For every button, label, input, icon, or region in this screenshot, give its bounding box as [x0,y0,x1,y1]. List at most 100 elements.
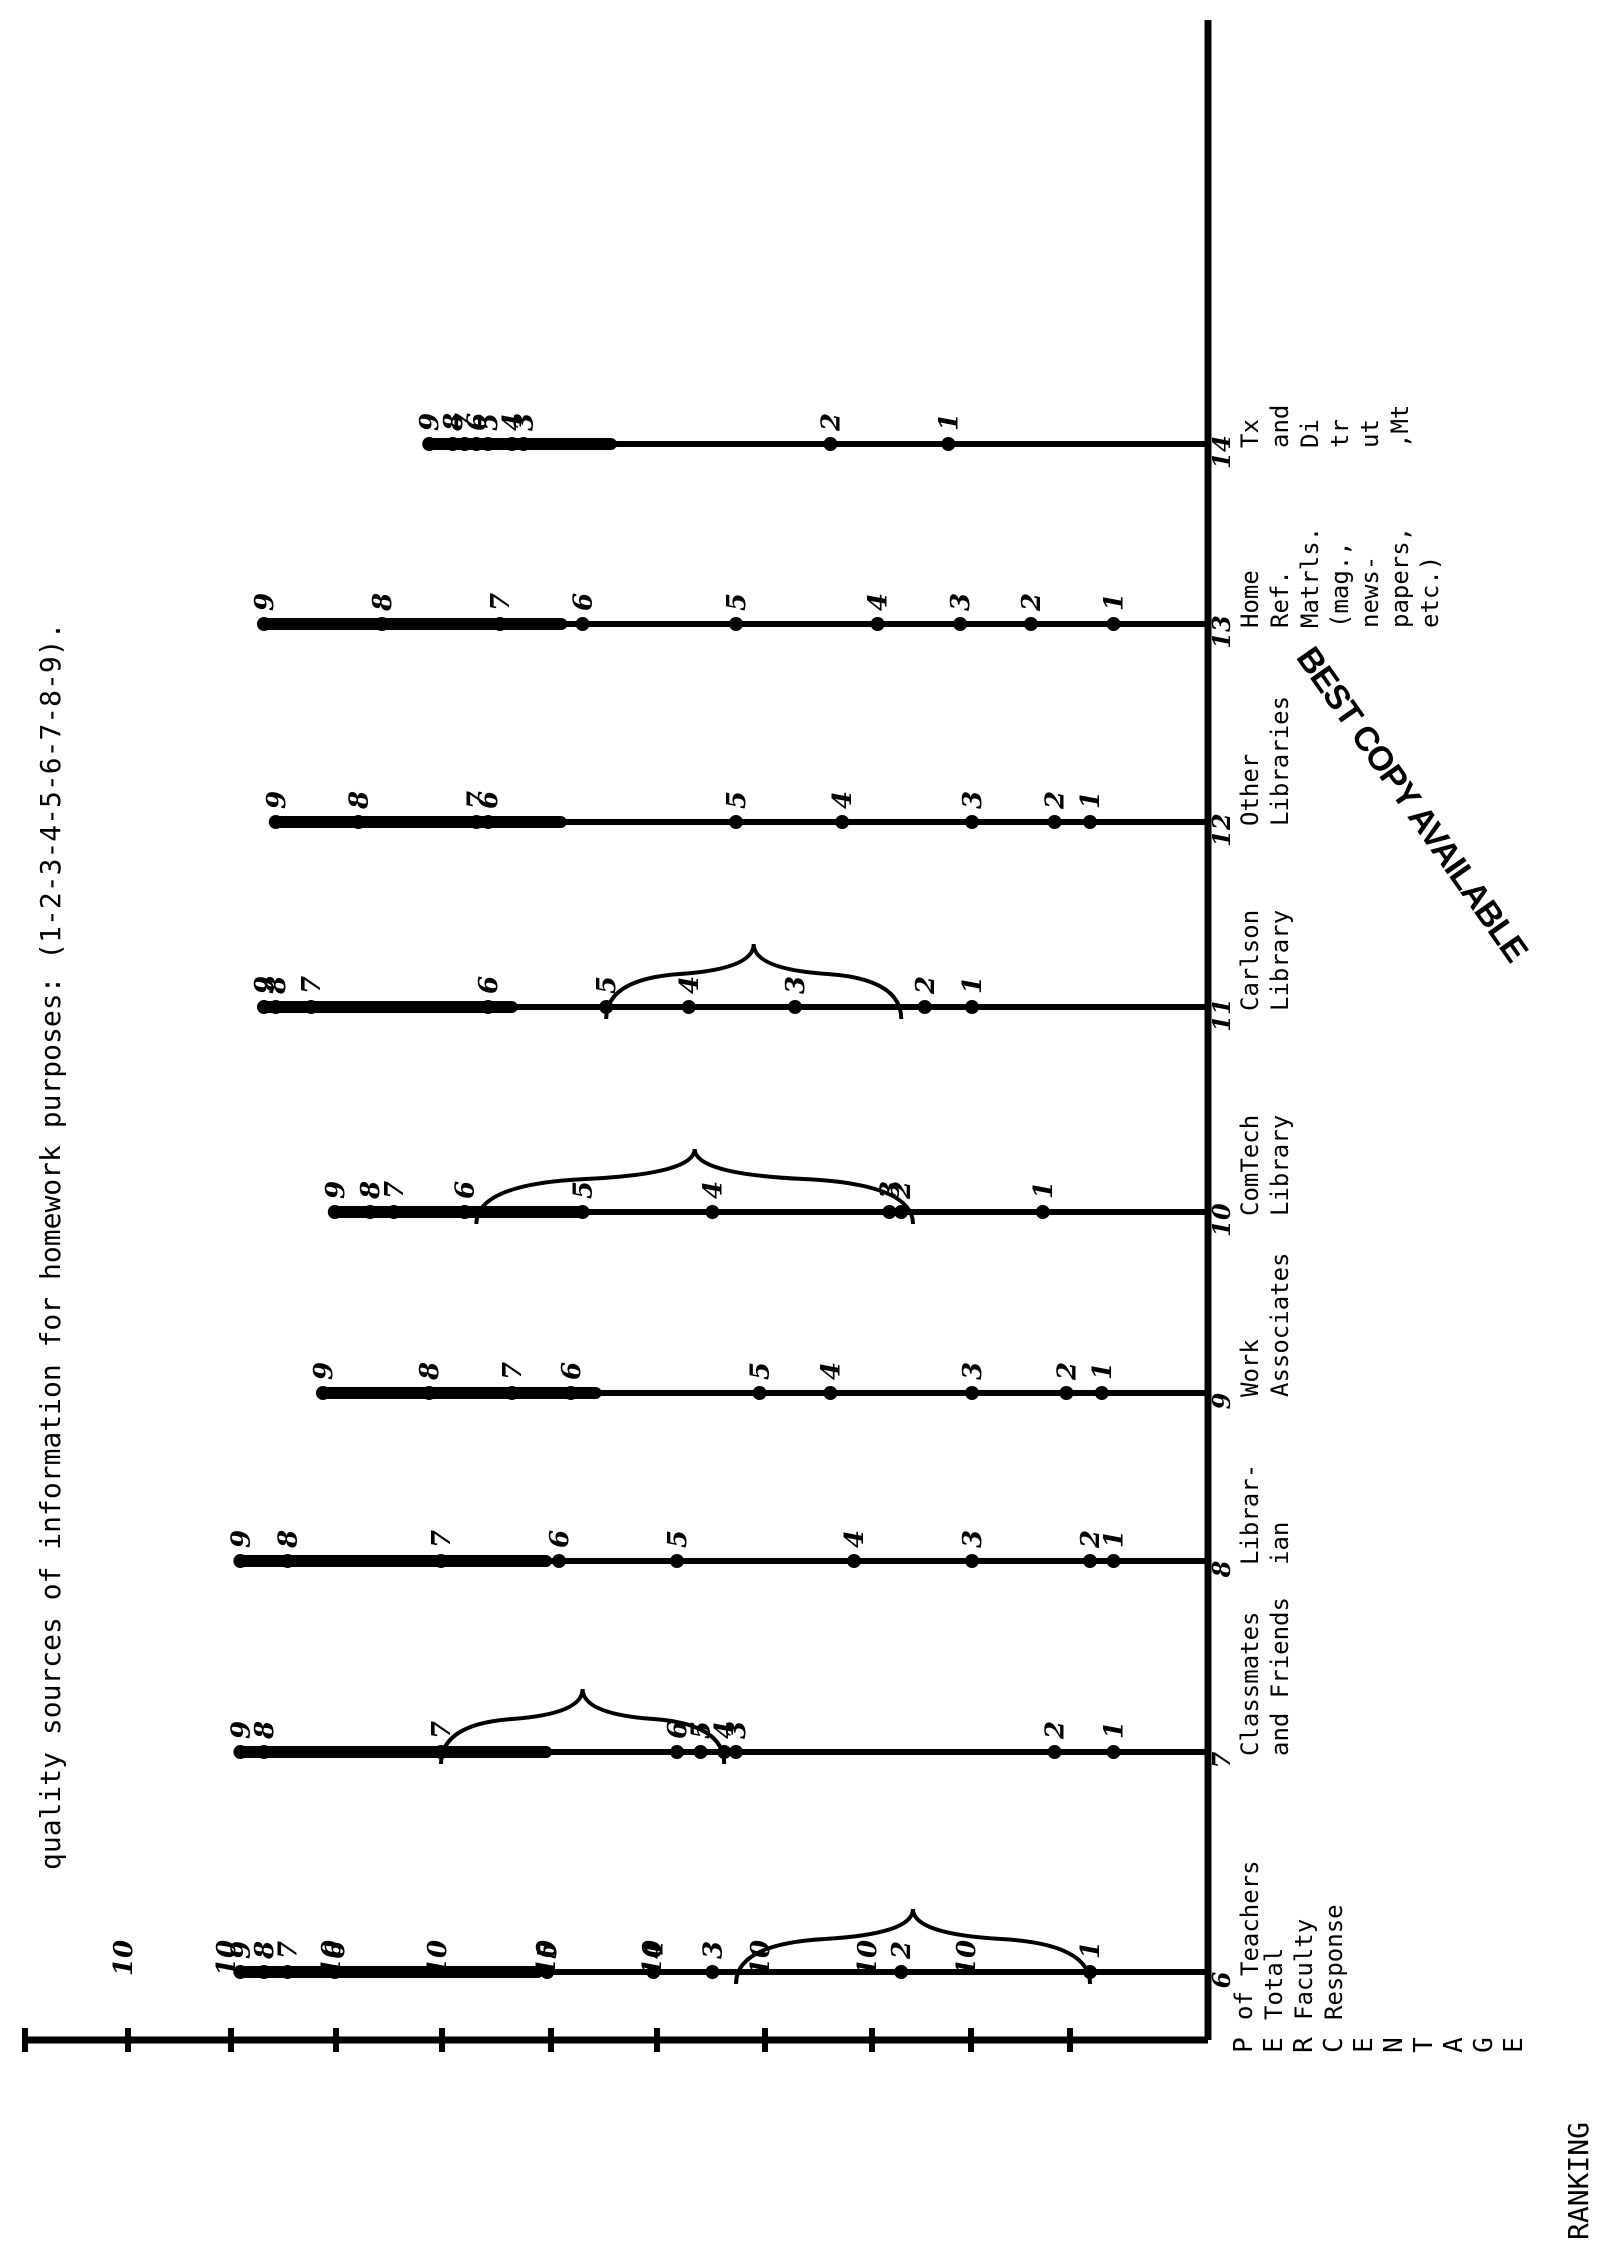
rank-label: 6 [474,791,504,809]
rank-label: 6 [451,1181,481,1199]
rank-point [1047,815,1062,829]
rank-point [434,1554,448,1568]
rank-label: 6 [474,976,504,994]
source-label: ComTech [1236,1115,1264,1216]
rank-point [457,1205,472,1219]
rank-label: 1 [1029,1181,1059,1199]
rank-label: 3 [698,1941,728,1959]
rank-label: 6 [557,1362,587,1380]
rank-point [1106,1554,1121,1568]
source-label: Library [1266,910,1294,1011]
rank-point [1059,1386,1074,1400]
source-label: ut [1356,419,1384,448]
rank-point [257,1745,271,1759]
rank-point [481,437,496,451]
rank-label: 2 [1041,1721,1071,1740]
rank-label: 3 [958,1530,988,1548]
rank-point [1024,617,1038,631]
group-brace [474,1148,916,1225]
tick-label: 10 [532,1940,562,1976]
rank-point [870,617,885,631]
rank-label: 9 [262,791,292,809]
rank-label: 4 [710,1721,740,1739]
tick-label: 10 [746,1940,776,1976]
rank-point [729,617,743,631]
rank-point [422,1386,437,1400]
source-label: Classmates [1236,1612,1264,1757]
rank-label: 6 [545,1530,575,1548]
rank-label: 7 [427,1530,457,1548]
chart-title: quality sources of information for homew… [34,623,67,1870]
x-axis-letter: R [1289,2037,1319,2053]
rank-label: 3 [510,413,540,431]
rank-point [646,1965,661,1979]
rank-label: 7 [462,791,492,809]
source-label: news- [1356,556,1384,628]
rank-point [670,1554,684,1568]
rank-point [693,1745,708,1759]
rank-label: 2 [816,413,846,432]
rank-label: 8 [262,976,292,995]
rank-label: 4 [828,791,858,809]
rank-point [1106,1745,1121,1759]
rank-label: 1 [1076,1941,1106,1959]
rank-label: 5 [746,1362,776,1380]
tick-label: 10 [638,1940,668,1976]
source-label: Libraries [1266,696,1294,826]
rank-label: 8 [344,791,374,810]
rank-label: 7 [427,1721,457,1739]
group-brace [734,1908,1092,1985]
rank-point [1083,1554,1097,1568]
rank-label: 2 [887,1941,917,1960]
rank-label: 2 [1076,1530,1106,1549]
rank-label: 7 [297,976,327,994]
rank-label: 3 [946,593,976,611]
rank-label: 7 [451,413,481,431]
source-number: 6 [1207,1971,1236,1988]
rank-point [835,815,850,829]
rank-label: 1 [1076,791,1106,809]
rank-label: 3 [958,1362,988,1380]
rank-label: 8 [274,1530,304,1549]
x-axis-caption: of [1230,1991,1258,2020]
source-number: 7 [1207,1751,1236,1768]
rank-label: 5 [722,791,752,809]
rank-point [729,815,743,829]
rank-point [965,1554,979,1568]
tick-label: 10 [952,1940,982,1976]
rank-point [681,1000,696,1014]
rank-label: 3 [958,791,988,809]
source-label: Matrls. [1296,527,1324,628]
source-number: 14 [1207,435,1236,468]
x-axis-letter: N [1379,2037,1409,2053]
rank-label: 1 [1100,593,1130,611]
source-label: Carlson [1236,910,1264,1011]
rank-label: 4 [864,593,894,611]
tick-label: 10 [109,1940,139,1976]
rank-label: 3 [781,976,811,994]
rank-point [540,1965,555,1979]
rank-point [257,1000,271,1014]
rank-label: 7 [486,593,516,611]
source-label: etc.) [1416,556,1444,628]
rank-point [363,1205,378,1219]
rank-label: 6 [462,413,492,431]
group-brace [604,943,904,1020]
rank-label: 1 [1100,1721,1130,1739]
rank-point [847,1554,861,1568]
rank-point [965,1000,979,1014]
rank-point [729,1745,743,1759]
source-number: 9 [1207,1392,1236,1409]
rank-point [233,1965,248,1979]
rank-point [788,1000,802,1014]
source-label: Home [1236,570,1264,628]
rank-point [1106,617,1121,631]
source-label: Teachers [1236,1860,1264,1976]
x-axis-caption: Response [1320,1904,1348,2020]
rank-point [894,1965,909,1979]
x-axis-letter: G [1469,2037,1499,2053]
x-axis-letter: P [1229,2037,1259,2053]
source-label: tr [1326,419,1354,448]
